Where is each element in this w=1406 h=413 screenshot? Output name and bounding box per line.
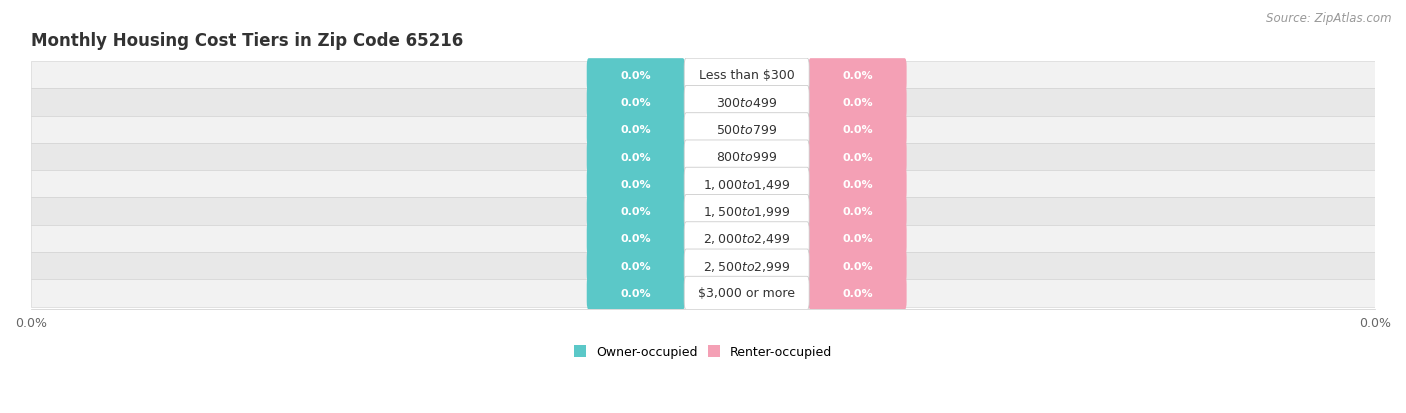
Text: 0.0%: 0.0% — [842, 288, 873, 298]
FancyBboxPatch shape — [808, 249, 907, 282]
Text: Monthly Housing Cost Tiers in Zip Code 65216: Monthly Housing Cost Tiers in Zip Code 6… — [31, 31, 463, 50]
Bar — [31, 198, 1375, 225]
Text: 0.0%: 0.0% — [842, 125, 873, 135]
FancyBboxPatch shape — [685, 141, 810, 174]
Legend: Owner-occupied, Renter-occupied: Owner-occupied, Renter-occupied — [574, 345, 832, 358]
FancyBboxPatch shape — [685, 195, 810, 228]
Text: 0.0%: 0.0% — [620, 234, 651, 244]
Bar — [31, 144, 1375, 171]
FancyBboxPatch shape — [586, 277, 685, 310]
FancyBboxPatch shape — [808, 59, 907, 92]
Text: 0.0%: 0.0% — [620, 152, 651, 162]
FancyBboxPatch shape — [808, 141, 907, 174]
FancyBboxPatch shape — [586, 114, 685, 147]
Text: Source: ZipAtlas.com: Source: ZipAtlas.com — [1267, 12, 1392, 25]
FancyBboxPatch shape — [685, 114, 810, 147]
Text: 0.0%: 0.0% — [620, 125, 651, 135]
Bar — [31, 280, 1375, 307]
Text: 0.0%: 0.0% — [842, 98, 873, 108]
FancyBboxPatch shape — [586, 168, 685, 201]
FancyBboxPatch shape — [586, 86, 685, 119]
Bar — [31, 225, 1375, 252]
FancyBboxPatch shape — [808, 222, 907, 255]
FancyBboxPatch shape — [685, 86, 810, 119]
Bar — [31, 116, 1375, 144]
FancyBboxPatch shape — [586, 141, 685, 174]
FancyBboxPatch shape — [808, 86, 907, 119]
Text: $500 to $799: $500 to $799 — [716, 123, 778, 137]
Bar — [31, 62, 1375, 89]
Text: $1,000 to $1,499: $1,000 to $1,499 — [703, 178, 790, 191]
Bar — [31, 171, 1375, 198]
Text: 0.0%: 0.0% — [620, 261, 651, 271]
Text: $1,500 to $1,999: $1,500 to $1,999 — [703, 204, 790, 218]
FancyBboxPatch shape — [808, 114, 907, 147]
FancyBboxPatch shape — [685, 59, 810, 92]
Text: 0.0%: 0.0% — [620, 179, 651, 190]
FancyBboxPatch shape — [586, 195, 685, 228]
Text: $3,000 or more: $3,000 or more — [699, 287, 796, 300]
Text: $800 to $999: $800 to $999 — [716, 151, 778, 164]
Bar — [31, 252, 1375, 280]
Text: 0.0%: 0.0% — [620, 98, 651, 108]
FancyBboxPatch shape — [586, 249, 685, 282]
Text: $300 to $499: $300 to $499 — [716, 96, 778, 109]
FancyBboxPatch shape — [586, 59, 685, 92]
FancyBboxPatch shape — [685, 277, 810, 310]
FancyBboxPatch shape — [685, 249, 810, 282]
FancyBboxPatch shape — [685, 168, 810, 201]
Text: 0.0%: 0.0% — [620, 206, 651, 216]
Bar — [31, 89, 1375, 116]
FancyBboxPatch shape — [808, 277, 907, 310]
Text: Less than $300: Less than $300 — [699, 69, 794, 82]
Text: 0.0%: 0.0% — [620, 288, 651, 298]
FancyBboxPatch shape — [808, 195, 907, 228]
Text: 0.0%: 0.0% — [620, 71, 651, 81]
FancyBboxPatch shape — [685, 222, 810, 255]
Text: 0.0%: 0.0% — [842, 179, 873, 190]
Text: 0.0%: 0.0% — [842, 71, 873, 81]
Text: 0.0%: 0.0% — [842, 261, 873, 271]
Text: 0.0%: 0.0% — [842, 234, 873, 244]
Text: 0.0%: 0.0% — [842, 206, 873, 216]
Text: $2,500 to $2,999: $2,500 to $2,999 — [703, 259, 790, 273]
Text: $2,000 to $2,499: $2,000 to $2,499 — [703, 232, 790, 246]
FancyBboxPatch shape — [586, 222, 685, 255]
FancyBboxPatch shape — [808, 168, 907, 201]
Text: 0.0%: 0.0% — [842, 152, 873, 162]
